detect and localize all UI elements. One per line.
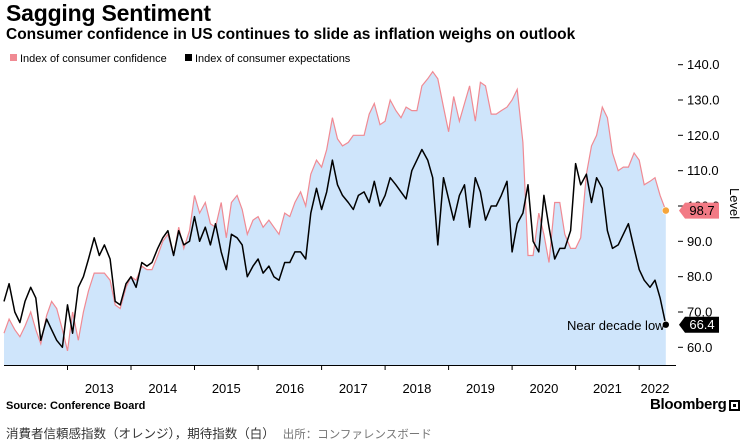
expectations-last-marker — [661, 320, 670, 329]
x-tick-label: 2021 — [593, 381, 622, 396]
legend-swatch-expectations — [185, 54, 192, 61]
confidence-badge-label: 98.7 — [689, 203, 714, 218]
y-tick-label: 140.0 — [687, 57, 720, 72]
x-tick-label: 2016 — [275, 381, 304, 396]
brand-mark-icon — [729, 400, 740, 411]
chart-title: Sagging Sentiment — [6, 0, 211, 26]
x-tick-label: 2018 — [402, 381, 431, 396]
confidence-line — [3, 70, 667, 352]
y-tick-label: 130.0 — [687, 93, 720, 108]
x-tick-label: 2014 — [148, 381, 177, 396]
y-tick-label: 110.0 — [687, 163, 719, 178]
x-tick-label: 2017 — [339, 381, 368, 396]
y-tick-label: 70.0 — [687, 305, 712, 320]
y-axis-label: Level — [727, 188, 742, 219]
confidence-last-marker — [661, 206, 670, 215]
y-tick-label: 90.0 — [687, 234, 712, 249]
brand-logo: Bloomberg — [650, 396, 727, 413]
y-tick-label: 120.0 — [687, 128, 720, 143]
x-tick-label: 2013 — [85, 381, 114, 396]
x-tick-label: 2020 — [529, 381, 558, 396]
y-tick-label: 80.0 — [687, 269, 712, 284]
y-tick-label: 60.0 — [687, 340, 712, 355]
chart-subtitle: Consumer confidence in US continues to s… — [6, 26, 576, 43]
caption-credit: 出所：コンファレンスボード — [282, 427, 432, 441]
x-tick-label: 2019 — [466, 381, 495, 396]
source-note: Source: Conference Board — [6, 400, 146, 412]
legend-label-expectations: Index of consumer expectations — [195, 53, 351, 65]
confidence-area — [4, 71, 666, 365]
legend-swatch-confidence — [10, 54, 17, 61]
caption-main: 消費者信頼感指数（オレンジ），期待指数（白） — [6, 426, 275, 441]
confidence-badge — [679, 202, 719, 219]
expectations-badge — [679, 316, 719, 333]
annotation-label: Near decade low — [567, 318, 665, 333]
expectations-line — [3, 148, 667, 349]
expectations-badge-label: 66.4 — [689, 317, 714, 332]
legend-label-confidence: Index of consumer confidence — [20, 53, 167, 65]
caption: 消費者信頼感指数（オレンジ），期待指数（白） 出所：コンファレンスボード — [6, 423, 432, 442]
x-tick-label: 2015 — [212, 381, 241, 396]
chart-canvas: 60.070.080.090.0100.0110.0120.0130.0140.… — [3, 53, 742, 396]
x-tick-label: 2022 — [641, 381, 670, 396]
